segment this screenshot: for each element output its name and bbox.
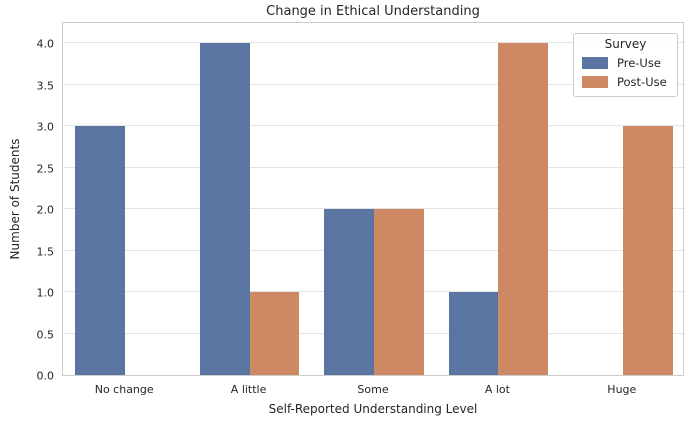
bar-post-use-a-little bbox=[249, 292, 300, 375]
gridline bbox=[63, 208, 683, 210]
bar-pre-use-some bbox=[324, 209, 374, 375]
bar-pre-use-a-little bbox=[199, 43, 250, 375]
legend-swatch-pre-use bbox=[582, 57, 608, 69]
gridline bbox=[63, 42, 683, 44]
gridline bbox=[63, 166, 683, 168]
chart-title: Change in Ethical Understanding bbox=[266, 4, 480, 19]
y-axis-label: Number of Students bbox=[8, 138, 22, 260]
y-tick-label: 4.0 bbox=[36, 37, 55, 51]
x-axis-label: Self-Reported Understanding Level bbox=[268, 402, 478, 416]
x-tick-label-no-change: No change bbox=[94, 383, 154, 396]
legend-label: Post-Use bbox=[617, 75, 667, 89]
y-tick-label: 3.0 bbox=[36, 120, 55, 134]
x-tick-label-a-lot: A lot bbox=[484, 383, 510, 396]
x-tick-label-a-little: A little bbox=[230, 383, 267, 396]
legend-title: Survey bbox=[604, 37, 647, 51]
bar-post-use-huge bbox=[622, 126, 673, 375]
y-tick-label: 3.5 bbox=[36, 79, 55, 93]
bar-pre-use-a-lot bbox=[448, 292, 499, 375]
legend-item-pre-use: Pre-Use bbox=[582, 56, 669, 70]
x-tick-label-some: Some bbox=[357, 383, 389, 396]
y-tick-label: 0.0 bbox=[36, 369, 55, 383]
y-tick-label: 2.5 bbox=[36, 162, 55, 176]
legend: Survey Pre-Use Post-Use bbox=[573, 33, 678, 97]
y-tick-label: 0.5 bbox=[36, 328, 55, 342]
bar-post-use-a-lot bbox=[498, 43, 549, 375]
gridline bbox=[63, 125, 683, 127]
legend-swatch-post-use bbox=[582, 76, 608, 88]
x-tick-label-huge: Huge bbox=[607, 383, 637, 396]
bar-post-use-some bbox=[374, 209, 424, 375]
legend-items: Pre-Use Post-Use bbox=[582, 56, 669, 89]
bar-pre-use-no-change bbox=[75, 126, 126, 375]
y-tick-label: 2.0 bbox=[36, 203, 55, 217]
y-tick-label: 1.0 bbox=[36, 286, 55, 300]
gridline bbox=[63, 83, 683, 85]
legend-item-post-use: Post-Use bbox=[582, 75, 669, 89]
legend-label: Pre-Use bbox=[617, 56, 661, 70]
y-tick-label: 1.5 bbox=[36, 245, 55, 259]
